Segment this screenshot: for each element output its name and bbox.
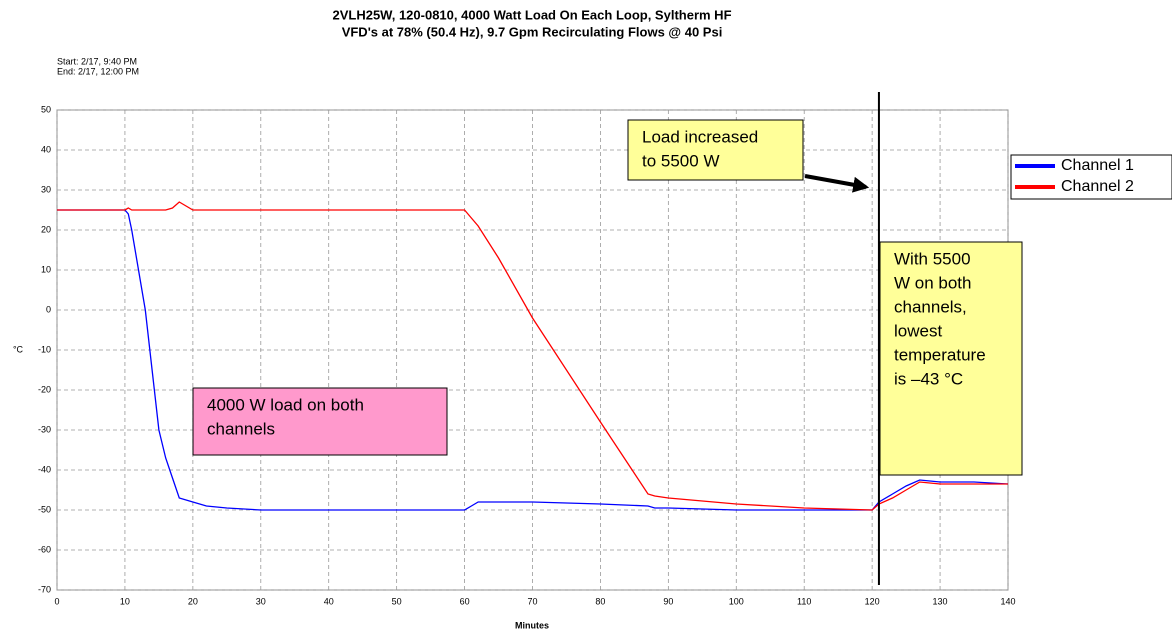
annotation-text: temperature [894, 345, 986, 364]
annotation-text: to 5500 W [642, 151, 720, 170]
annotation-text: channels, [894, 297, 967, 316]
x-tick-label: 0 [54, 596, 59, 606]
y-tick-label: 10 [41, 264, 51, 274]
annotation-box [879, 241, 1023, 476]
chart-title: VFD's at 78% (50.4 Hz), 9.7 Gpm Recircul… [342, 24, 723, 39]
y-tick-label: -10 [38, 344, 51, 354]
y-tick-label: 40 [41, 144, 51, 154]
y-tick-label: -30 [38, 424, 51, 434]
arrow [804, 174, 870, 193]
y-tick-label: -40 [38, 464, 51, 474]
x-tick-label: 50 [392, 596, 402, 606]
x-tick-label: 10 [120, 596, 130, 606]
x-tick-label: 20 [188, 596, 198, 606]
annotation-text: is –43 °C [894, 369, 963, 388]
x-tick-label: 100 [729, 596, 744, 606]
legend-label: Channel 2 [1061, 178, 1134, 195]
y-axis-label: °C [13, 344, 24, 354]
x-tick-label: 80 [595, 596, 605, 606]
y-tick-label: -60 [38, 544, 51, 554]
y-tick-label: 30 [41, 184, 51, 194]
y-tick-label: 50 [41, 104, 51, 114]
plot [56, 109, 1009, 591]
x-axis-label: Minutes [515, 620, 549, 630]
annotation-text: 4000 W load on both [207, 395, 364, 414]
x-tick-label: 40 [324, 596, 334, 606]
x-tick-label: 90 [663, 596, 673, 606]
x-tick-label: 30 [256, 596, 266, 606]
legend-box [1010, 154, 1172, 200]
y-tick-label: -70 [38, 584, 51, 594]
y-tick-label: 20 [41, 224, 51, 234]
legend-label: Channel 1 [1061, 157, 1134, 174]
x-tick-label: 120 [865, 596, 880, 606]
x-tick-label: 140 [1000, 596, 1015, 606]
x-tick-label: 110 [797, 596, 811, 606]
y-tick-label: -50 [38, 504, 51, 514]
annotation-text: With 5500 [894, 249, 971, 268]
x-tick-label: 60 [460, 596, 470, 606]
annotation-text: Load increased [642, 127, 758, 146]
chart-title: 2VLH25W, 120-0810, 4000 Watt Load On Eac… [332, 7, 731, 22]
y-tick-label: -20 [38, 384, 51, 394]
annotation-box [627, 119, 804, 181]
annotation-box [192, 387, 448, 456]
subtitle: Start: 2/17, 9:40 PM [57, 56, 137, 66]
annotation-text: lowest [894, 321, 942, 340]
annotation-text: channels [207, 419, 275, 438]
subtitle: End: 2/17, 12:00 PM [57, 66, 139, 76]
annotation-text: W on both [894, 273, 972, 292]
x-tick-label: 70 [527, 596, 537, 606]
x-tick-label: 130 [933, 596, 948, 606]
y-tick-label: 0 [46, 304, 51, 314]
